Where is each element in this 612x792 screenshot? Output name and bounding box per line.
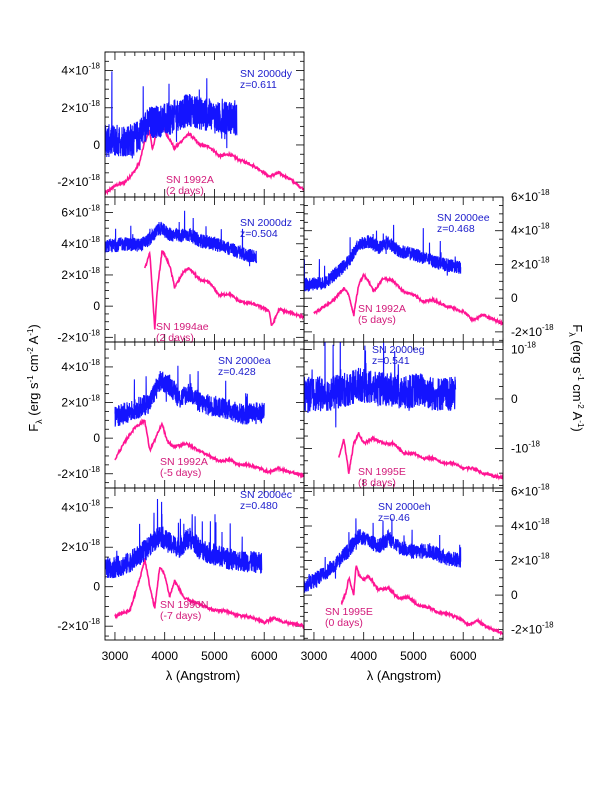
x-axis-title-right: λ (Angstrom) — [367, 668, 441, 683]
y-tick-label: 6×10-18 — [511, 482, 550, 498]
observed-name-label: SN 2000eg — [372, 344, 425, 356]
y-tick-label: 4×10-18 — [61, 62, 100, 78]
y-tick-label: 4×10-18 — [511, 222, 550, 238]
redshift-label: z=0.541 — [372, 355, 410, 367]
template-name-label: SN 1992A — [160, 456, 208, 468]
observed-spectrum-2000ee — [304, 224, 462, 292]
y-tick-label: -2×10-18 — [511, 621, 554, 637]
observed-name-label: SN 2000eh — [378, 501, 431, 513]
x-tick-label-left: 6000 — [251, 649, 278, 663]
observed-name-label: SN 2000dy — [240, 68, 293, 80]
template-spectrum-2000eh — [340, 565, 503, 636]
template-phase-label: (-7 days) — [160, 610, 201, 622]
panel-2000ee: 6×10-18 4×10-18 2×10-18 0 -2×10-18 SN 2000eez… — [303, 188, 554, 343]
y-tick-label: 0 — [511, 588, 518, 602]
y-tick-label: 0 — [93, 138, 100, 152]
x-axis-title-left: λ (Angstrom) — [166, 668, 240, 683]
template-name-label: SN 1992A — [166, 174, 214, 186]
panel-frame — [303, 487, 504, 641]
x-tick-label-right: 4000 — [350, 649, 377, 663]
y-tick-label: -2×10-18 — [57, 465, 100, 481]
redshift-label: z=0.428 — [218, 366, 256, 378]
y-tick-label: -2×10-18 — [57, 617, 100, 633]
observed-spectrum-2000dz — [105, 210, 258, 267]
y-tick-label: 4×10-18 — [511, 517, 550, 533]
template-spectrum-2000dy — [105, 124, 304, 196]
template-name-label: SN 1995E — [358, 466, 406, 478]
y-tick-label: -10-18 — [511, 439, 540, 455]
y-tick-label: 10-18 — [511, 340, 536, 356]
y-tick-label: 4×10-18 — [61, 235, 100, 251]
template-spectrum-2000ee — [313, 272, 503, 326]
template-phase-label: (-5 days) — [160, 467, 201, 479]
y-tick-label: 2×10-18 — [61, 538, 100, 554]
x-tick-label-left: 3000 — [102, 649, 129, 663]
observed-name-label: SN 2000ee — [437, 212, 490, 224]
observed-name-label: SN 2000ea — [218, 355, 271, 367]
y-tick-label: -2×10-18 — [57, 173, 100, 189]
panel-2000eh: 6×10-18 4×10-18 2×10-18 0 -2×10-18 SN 2000ehz… — [303, 482, 554, 641]
y-tick-label: 2×10-18 — [61, 266, 100, 282]
observed-name-label: SN 2000dz — [240, 217, 292, 229]
y-tick-label: 6×10-18 — [511, 188, 550, 204]
y-tick-label: 4×10-18 — [61, 499, 100, 515]
y-tick-label: 0 — [93, 431, 100, 445]
y-tick-label: 0 — [511, 392, 518, 406]
y-tick-label: 4×10-18 — [61, 358, 100, 374]
observed-spectrum-2000dy — [105, 71, 238, 159]
y-axis-title-left: Fλ (erg s-1 cm-2 A-1) — [26, 324, 44, 432]
svg-text:Fλ (erg s-1 cm-2 A-1): Fλ (erg s-1 cm-2 A-1) — [567, 324, 585, 432]
y-tick-label: 0 — [93, 580, 100, 594]
y-tick-label: 2×10-18 — [511, 255, 550, 271]
y-tick-label: 6×10-18 — [61, 204, 100, 220]
y-tick-label: -2×10-18 — [511, 323, 554, 339]
x-tick-label-right: 3000 — [301, 649, 328, 663]
redshift-label: z=0.468 — [437, 223, 475, 235]
x-tick-label-left: 5000 — [201, 649, 228, 663]
template-name-label: SN 1990N — [160, 599, 208, 611]
template-name-label: SN 1992A — [358, 303, 406, 315]
template-phase-label: (8 days) — [358, 477, 396, 489]
template-phase-label: (2 days) — [166, 185, 204, 197]
y-tick-label: 0 — [511, 291, 518, 305]
template-phase-label: (5 days) — [358, 314, 396, 326]
y-tick-label: 0 — [93, 299, 100, 313]
redshift-label: z=0.611 — [240, 79, 277, 91]
y-tick-label: 2×10-18 — [61, 99, 100, 115]
y-tick-label: 2×10-18 — [511, 552, 550, 568]
x-tick-label-right: 5000 — [400, 649, 427, 663]
template-phase-label: (2 days) — [156, 332, 194, 344]
y-axis-title-right: Fλ (erg s-1 cm-2 A-1) — [567, 324, 585, 432]
template-spectrum-2000eg — [338, 432, 503, 481]
y-tick-label: -2×10-18 — [57, 328, 100, 344]
template-spectrum-2000ea — [114, 418, 304, 479]
svg-text:Fλ (erg s-1 cm-2 A-1): Fλ (erg s-1 cm-2 A-1) — [26, 324, 44, 432]
template-phase-label: (0 days) — [325, 617, 363, 629]
y-tick-label: 2×10-18 — [61, 394, 100, 410]
panel-2000dz: 6×10-18 4×10-18 2×10-18 0 -2×10-18 SN 2000dzz… — [57, 196, 305, 344]
x-tick-label-left: 4000 — [151, 649, 178, 663]
redshift-label: z=0.504 — [240, 228, 278, 240]
observed-spectrum-2000ec — [105, 498, 263, 579]
observed-name-label: SN 2000ec — [240, 489, 292, 501]
x-tick-label-right: 6000 — [450, 649, 477, 663]
observed-spectrum-2000ea — [114, 365, 265, 427]
observed-spectrum-2000eh — [304, 518, 462, 593]
template-name-label: SN 1994ae — [156, 321, 209, 333]
template-name-label: SN 1995E — [325, 606, 373, 618]
observed-spectrum-2000eg — [304, 342, 457, 428]
template-spectrum-2000dz — [144, 250, 304, 330]
redshift-label: z=0.480 — [240, 500, 278, 512]
redshift-label: z=0.46 — [378, 512, 410, 524]
template-spectrum-2000ec — [114, 558, 304, 630]
